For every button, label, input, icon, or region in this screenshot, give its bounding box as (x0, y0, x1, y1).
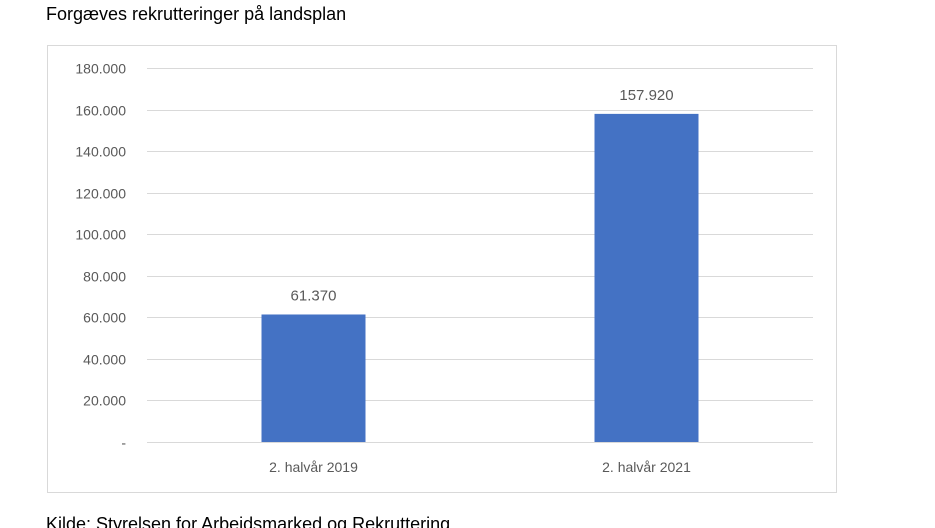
y-axis-tick-labels: - 20.000 40.000 60.000 80.000 100.000 120.000 1… (75, 61, 126, 451)
y-tick-label: 20.000 (83, 393, 126, 409)
y-tick-label: 100.000 (75, 227, 126, 243)
y-tick-label: 40.000 (83, 352, 126, 368)
data-label: 157.920 (619, 87, 673, 104)
bars (261, 113, 699, 443)
y-tick-label: - (121, 435, 126, 451)
x-axis-tick-labels: 2. halvår 2019 2. halvår 2021 (269, 459, 691, 475)
x-tick-label: 2. halvår 2019 (269, 459, 358, 475)
data-labels: 61.370 157.920 (291, 87, 674, 305)
y-tick-label: 140.000 (75, 144, 126, 160)
data-label: 61.370 (291, 287, 337, 304)
chart-frame (47, 45, 837, 493)
x-tick-label: 2. halvår 2021 (602, 459, 691, 475)
y-tick-label: 80.000 (83, 269, 126, 285)
y-tick-label: 60.000 (83, 310, 126, 326)
y-tick-label: 160.000 (75, 103, 126, 119)
bar (261, 314, 366, 442)
y-tick-label: 120.000 (75, 186, 126, 202)
source-note: Kilde: Styrelsen for Arbejdsmarked og Re… (46, 514, 451, 528)
gridlines (147, 68, 813, 443)
bar (594, 113, 699, 443)
y-tick-label: 180.000 (75, 61, 126, 77)
page-title: Forgæves rekrutteringer på landsplan (46, 4, 347, 24)
